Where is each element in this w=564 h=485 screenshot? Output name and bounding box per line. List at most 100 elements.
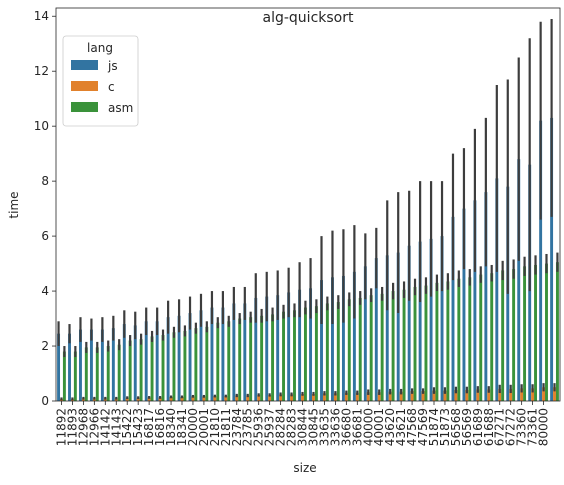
bar-asm bbox=[227, 321, 231, 401]
x-tick-label: 36681 bbox=[350, 408, 364, 446]
legend-swatch-c bbox=[71, 81, 98, 91]
bar-asm bbox=[479, 274, 483, 401]
bar-js bbox=[100, 329, 104, 401]
bar-js bbox=[495, 178, 499, 401]
x-tick-label: 11892 bbox=[54, 408, 68, 446]
bar-js bbox=[298, 289, 302, 401]
y-tick-label: 8 bbox=[41, 174, 49, 188]
bar-asm bbox=[402, 289, 406, 401]
bar-asm bbox=[282, 311, 285, 401]
bar-c bbox=[399, 391, 403, 401]
x-tick-label: 15423 bbox=[131, 408, 145, 446]
x-tick-label: 67271 bbox=[493, 408, 507, 446]
bar-js bbox=[188, 313, 192, 401]
legend-label-asm: asm bbox=[108, 101, 133, 115]
bar-js bbox=[352, 271, 356, 401]
chart-title: alg-quicksort bbox=[263, 10, 354, 26]
x-axis: 1189211893129681296614142141431542215423… bbox=[54, 401, 551, 446]
x-tick-label: 23784 bbox=[230, 408, 244, 446]
x-tick-label: 73361 bbox=[526, 408, 540, 446]
bar-js bbox=[57, 333, 61, 401]
bar-js bbox=[276, 295, 280, 401]
bar-c bbox=[553, 387, 556, 401]
x-tick-label: 30845 bbox=[306, 408, 320, 446]
x-tick-label: 51874 bbox=[427, 408, 441, 446]
x-tick-label: 61689 bbox=[471, 408, 485, 446]
bar-js bbox=[484, 192, 488, 401]
bar-asm bbox=[260, 315, 264, 401]
bar-asm bbox=[62, 351, 66, 401]
bar-c bbox=[432, 390, 436, 401]
bar-c bbox=[476, 389, 480, 401]
bar-js bbox=[122, 324, 126, 401]
bar-asm bbox=[424, 285, 428, 401]
bar-asm bbox=[380, 293, 384, 401]
bar-js bbox=[254, 297, 258, 401]
bar-asm bbox=[369, 295, 373, 401]
bar-asm bbox=[545, 263, 548, 401]
bar-c bbox=[520, 388, 524, 401]
x-tick-label: 51873 bbox=[438, 408, 452, 446]
bar-js bbox=[331, 277, 334, 401]
x-tick-label: 12966 bbox=[87, 408, 101, 446]
bar-js bbox=[232, 303, 236, 401]
bar-c bbox=[213, 396, 217, 401]
bar-c bbox=[180, 396, 184, 401]
x-tick-label: 25936 bbox=[252, 408, 266, 446]
bar-asm bbox=[336, 302, 340, 401]
bar-asm bbox=[555, 262, 559, 401]
bar-c bbox=[410, 391, 414, 401]
bar-c bbox=[202, 396, 206, 401]
y-tick-label: 10 bbox=[34, 119, 49, 133]
bar-asm bbox=[314, 306, 318, 401]
bar-asm bbox=[183, 330, 187, 401]
bar-asm bbox=[95, 347, 99, 401]
bar-c bbox=[344, 392, 348, 401]
bar-c bbox=[333, 393, 337, 401]
bar-js bbox=[462, 208, 466, 401]
bar-asm bbox=[446, 281, 450, 401]
bar-js bbox=[539, 120, 543, 402]
bar-c bbox=[355, 392, 359, 401]
bar-c bbox=[366, 392, 370, 401]
x-tick-label: 11893 bbox=[65, 408, 79, 446]
bar-c bbox=[191, 396, 195, 401]
bar-asm bbox=[468, 277, 472, 401]
y-axis-title: time bbox=[7, 191, 21, 218]
bar-asm bbox=[238, 318, 242, 401]
bar-c bbox=[531, 388, 535, 401]
bar-c bbox=[257, 394, 261, 401]
bar-js bbox=[144, 321, 148, 401]
bar-js bbox=[79, 329, 82, 401]
bar-asm bbox=[457, 278, 461, 401]
y-axis: 0 2 4 6 8 10 12 14 bbox=[34, 9, 56, 408]
bar-js bbox=[265, 296, 269, 401]
x-tick-label: 16817 bbox=[142, 408, 156, 446]
bar-js bbox=[287, 292, 291, 401]
bar-asm bbox=[150, 336, 154, 401]
bar-js bbox=[418, 241, 422, 401]
bar-js bbox=[429, 238, 433, 401]
x-tick-label: 36680 bbox=[339, 408, 353, 446]
x-tick-label: 18341 bbox=[175, 408, 189, 446]
bar-js bbox=[199, 310, 203, 401]
bar-c bbox=[279, 394, 283, 401]
bar-c bbox=[268, 394, 272, 401]
bar-asm bbox=[216, 322, 220, 401]
x-tick-label: 20000 bbox=[186, 408, 200, 446]
bar-c bbox=[158, 397, 162, 401]
x-tick-label: 43621 bbox=[394, 408, 408, 446]
x-tick-label: 33635 bbox=[317, 408, 331, 446]
x-tick-label: 40000 bbox=[361, 408, 375, 446]
bar-js bbox=[89, 329, 93, 401]
bar-js bbox=[374, 258, 378, 401]
bar-c bbox=[235, 395, 239, 401]
bar-asm bbox=[293, 310, 296, 401]
bar-js bbox=[407, 245, 411, 401]
legend-title: lang bbox=[87, 41, 113, 55]
bar-asm bbox=[73, 351, 77, 401]
bar-asm bbox=[325, 303, 329, 401]
x-tick-label: 28283 bbox=[285, 408, 299, 446]
bar-asm bbox=[194, 328, 198, 401]
